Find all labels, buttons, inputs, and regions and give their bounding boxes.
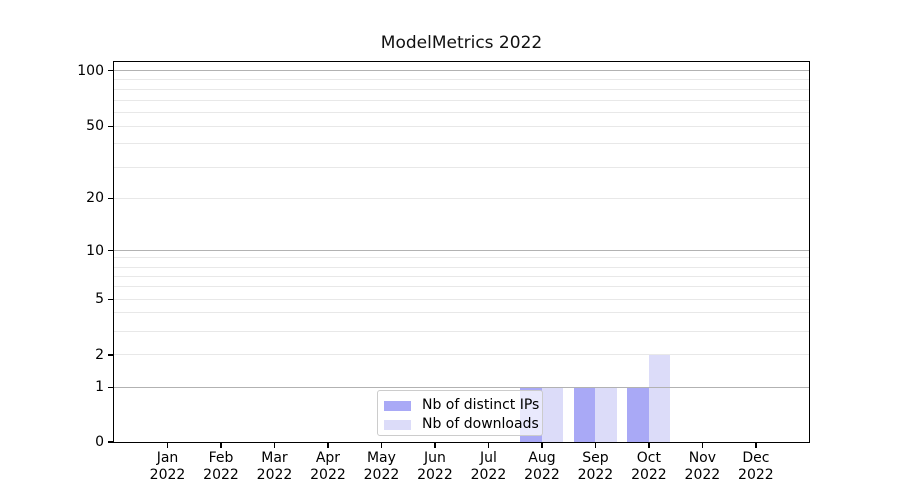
- x-tick-aug: [541, 443, 543, 448]
- major-gridline-y10: [114, 249, 809, 252]
- x-tick-label-mar: Mar 2022: [256, 450, 293, 483]
- x-tick-label-apr: Apr 2022: [310, 450, 346, 483]
- y-tick-label-10: 10: [86, 242, 104, 259]
- legend-label-distinct-ips: Nb of distinct IPs: [422, 397, 540, 413]
- y-tick-0: [108, 441, 113, 443]
- legend-swatch-downloads-icon: [384, 419, 411, 430]
- x-tick-label-nov: Nov 2022: [684, 450, 721, 483]
- minor-gridline-y90: [114, 78, 809, 80]
- minor-gridline-y60: [114, 111, 809, 113]
- x-tick-sep: [594, 443, 597, 448]
- x-tick-label-sep: Sep 2022: [577, 450, 614, 483]
- minor-gridline-y5: [114, 298, 809, 300]
- minor-gridline-y6: [114, 286, 809, 288]
- minor-gridline-y4: [114, 311, 809, 313]
- y-tick-100: [108, 70, 113, 72]
- bar-downloads-oct: [648, 354, 671, 442]
- bar-distinct-ips-sep: [573, 387, 596, 442]
- legend-row-downloads: Nb of downloads: [384, 415, 539, 434]
- bar-distinct-ips-oct: [627, 387, 649, 442]
- y-tick-label-2: 2: [95, 346, 104, 363]
- y-tick-2: [108, 354, 113, 356]
- minor-gridline-y20: [114, 197, 809, 199]
- bar-downloads-aug: [541, 387, 564, 442]
- y-tick-label-100: 100: [77, 62, 104, 79]
- y-tick-label-5: 5: [95, 291, 104, 308]
- y-tick-1: [108, 386, 113, 388]
- minor-gridline-y50: [114, 125, 809, 127]
- x-tick-label-jul: Jul 2022: [470, 450, 507, 483]
- x-tick-apr: [327, 443, 329, 448]
- legend: Nb of distinct IPs Nb of downloads: [377, 390, 543, 436]
- x-tick-label-jan: Jan 2022: [149, 450, 186, 483]
- x-tick-label-jun: Jun 2022: [417, 450, 453, 483]
- bar-downloads-sep: [595, 387, 617, 442]
- x-tick-label-aug: Aug 2022: [524, 450, 560, 483]
- x-tick-mar: [273, 443, 276, 448]
- y-tick-label-20: 20: [86, 190, 104, 207]
- x-tick-label-dec: Dec 2022: [738, 450, 774, 483]
- minor-gridline-y3: [114, 330, 809, 332]
- x-tick-label-feb: Feb 2022: [203, 450, 239, 483]
- y-tick-10: [108, 249, 113, 252]
- minor-gridline-y7: [114, 275, 809, 277]
- plot-area: [113, 61, 810, 443]
- x-tick-jun: [434, 443, 436, 448]
- x-tick-oct: [648, 443, 650, 448]
- y-tick-5: [108, 298, 113, 300]
- major-gridline-y1: [114, 386, 809, 388]
- y-tick-label-50: 50: [86, 118, 104, 135]
- y-tick-label-0: 0: [95, 434, 104, 450]
- x-tick-nov: [701, 443, 704, 448]
- minor-gridline-y2: [114, 354, 809, 356]
- legend-swatch-distinct-ips-icon: [384, 400, 411, 411]
- minor-gridline-y70: [114, 99, 809, 101]
- x-tick-label-oct: Oct 2022: [631, 450, 667, 483]
- y-tick-label-1: 1: [95, 379, 104, 396]
- y-tick-50: [108, 125, 113, 127]
- minor-gridline-y30: [114, 166, 809, 168]
- x-tick-feb: [220, 443, 222, 448]
- x-tick-dec: [755, 443, 757, 448]
- x-tick-jan: [166, 443, 169, 448]
- minor-gridline-y40: [114, 143, 809, 145]
- chart-title: ModelMetrics 2022: [380, 33, 543, 53]
- grid-layer: [114, 62, 809, 442]
- legend-row-distinct-ips: Nb of distinct IPs: [384, 396, 540, 415]
- minor-gridline-y8: [114, 266, 809, 268]
- x-tick-label-may: May 2022: [363, 450, 400, 483]
- x-tick-may: [380, 443, 383, 448]
- x-tick-jul: [487, 443, 490, 448]
- legend-label-downloads: Nb of downloads: [422, 416, 539, 432]
- minor-gridline-y80: [114, 88, 809, 90]
- major-gridline-y100: [114, 70, 809, 72]
- y-tick-20: [108, 197, 113, 199]
- minor-gridline-y9: [114, 257, 809, 258]
